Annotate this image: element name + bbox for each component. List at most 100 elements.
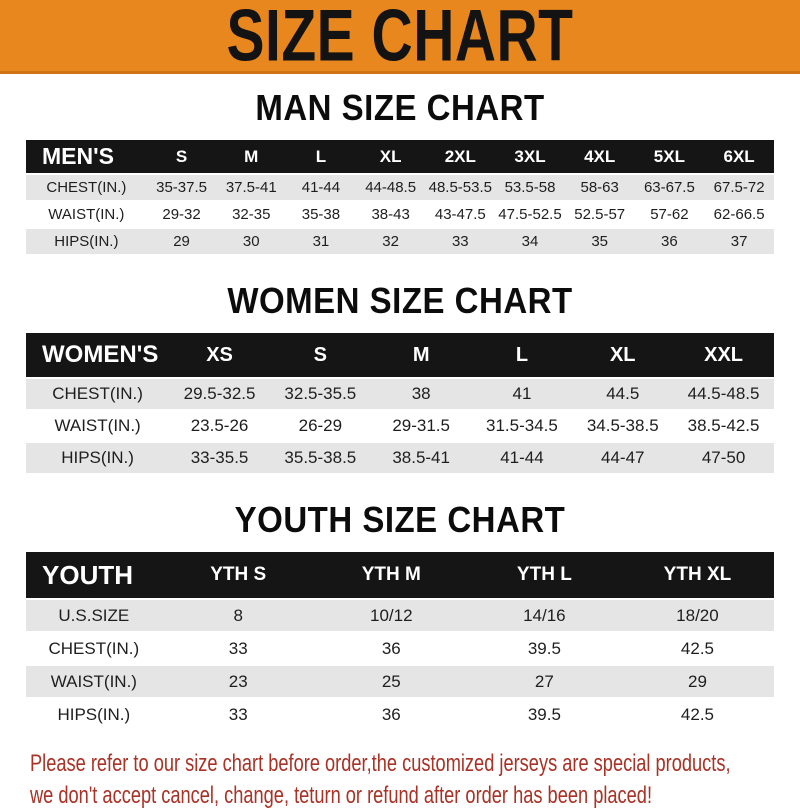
youth-value-cell: 18/20	[620, 600, 774, 631]
women-value-cell: 38	[370, 379, 472, 409]
men-value-cell: 35	[564, 229, 635, 254]
youth-header-label: YOUTH	[26, 552, 162, 598]
men-value-cell: 67.5-72	[704, 175, 774, 200]
men-value-cell: 29	[146, 229, 217, 254]
men-value-cell: 53.5-58	[495, 175, 565, 200]
youth-value-cell: 14/16	[467, 600, 621, 631]
youth-header-cell: YTH M	[314, 552, 468, 598]
youth-table-row: WAIST(IN.) 23 25 27 29	[26, 666, 774, 697]
women-header-cell: XS	[169, 333, 270, 377]
women-value-cell: 35.5-38.5	[269, 443, 371, 473]
women-value-cell: 38.5-41	[370, 443, 472, 473]
men-header-cell: M	[216, 140, 287, 173]
order-note: Please refer to our size chart before or…	[30, 748, 800, 812]
men-section-title: MAN SIZE CHART	[255, 87, 545, 128]
men-value-cell: 34	[495, 229, 565, 254]
men-table-row: WAIST(IN.) 29-32 32-35 35-38 38-43 43-47.5 47.…	[26, 202, 774, 227]
men-header-cell: 6XL	[704, 140, 774, 173]
men-value-cell: 31	[286, 229, 356, 254]
men-value-cell: 36	[634, 229, 705, 254]
men-header-cell: 2XL	[425, 140, 496, 173]
women-header-cell: XL	[572, 333, 674, 377]
youth-value-cell: 23	[161, 666, 315, 697]
size-chart-banner: SIZE CHART	[0, 0, 800, 76]
men-value-cell: 41-44	[286, 175, 356, 200]
men-header-label: MEN'S	[26, 140, 147, 173]
women-value-cell: 34.5-38.5	[572, 411, 674, 441]
women-value-cell: 23.5-26	[169, 411, 270, 441]
youth-table-row: CHEST(IN.) 33 36 39.5 42.5	[26, 633, 774, 664]
women-value-cell: 29.5-32.5	[169, 379, 270, 409]
men-value-cell: 38-43	[355, 202, 426, 227]
youth-value-cell: 10/12	[314, 600, 468, 631]
men-header-cell: S	[146, 140, 217, 173]
men-value-cell: 35-37.5	[146, 175, 217, 200]
women-value-cell: 44-47	[572, 443, 674, 473]
women-header-cell: S	[269, 333, 371, 377]
youth-header-cell: YTH L	[467, 552, 621, 598]
youth-value-cell: 42.5	[620, 633, 774, 664]
women-value-cell: 38.5-42.5	[673, 411, 774, 441]
men-value-cell: 37.5-41	[216, 175, 287, 200]
women-table-row: WAIST(IN.) 23.5-26 26-29 29-31.5 31.5-34.5 34…	[26, 411, 774, 441]
men-value-cell: 44-48.5	[355, 175, 426, 200]
women-header-cell: L	[471, 333, 573, 377]
youth-table-row: U.S.SIZE 8 10/12 14/16 18/20	[26, 600, 774, 631]
youth-value-cell: 42.5	[620, 699, 774, 730]
men-value-cell: 37	[704, 229, 774, 254]
women-section-title: WOMEN SIZE CHART	[227, 280, 573, 321]
men-header-cell: 5XL	[634, 140, 705, 173]
women-header-cell: XXL	[673, 333, 774, 377]
youth-section-title: YOUTH SIZE CHART	[234, 499, 566, 540]
men-value-cell: 48.5-53.5	[425, 175, 496, 200]
youth-row-label: U.S.SIZE	[26, 600, 162, 631]
women-value-cell: 26-29	[269, 411, 371, 441]
men-value-cell: 57-62	[634, 202, 705, 227]
men-table-row: HIPS(IN.) 29 30 31 32 33 34 35 36 37	[26, 229, 774, 254]
women-value-cell: 44.5-48.5	[673, 379, 774, 409]
men-value-cell: 62-66.5	[704, 202, 774, 227]
youth-value-cell: 25	[314, 666, 468, 697]
youth-table-row: HIPS(IN.) 33 36 39.5 42.5	[26, 699, 774, 730]
men-row-label: CHEST(IN.)	[26, 175, 147, 200]
women-value-cell: 31.5-34.5	[471, 411, 573, 441]
youth-value-cell: 36	[314, 699, 468, 730]
men-value-cell: 63-67.5	[634, 175, 705, 200]
youth-header-cell: YTH S	[161, 552, 315, 598]
men-header-cell: 4XL	[564, 140, 635, 173]
youth-size-table: YOUTH YTH S YTH M YTH L YTH XL U.S.SIZE 8 10/1…	[26, 550, 774, 732]
women-value-cell: 32.5-35.5	[269, 379, 371, 409]
women-table-row: HIPS(IN.) 33-35.5 35.5-38.5 38.5-41 41-44 44-…	[26, 443, 774, 473]
women-value-cell: 47-50	[673, 443, 774, 473]
men-row-label: HIPS(IN.)	[26, 229, 147, 254]
men-value-cell: 32	[355, 229, 426, 254]
youth-value-cell: 29	[620, 666, 774, 697]
men-value-cell: 58-63	[564, 175, 635, 200]
women-header-cell: M	[370, 333, 472, 377]
men-header-cell: XL	[355, 140, 426, 173]
women-value-cell: 41	[471, 379, 573, 409]
youth-value-cell: 36	[314, 633, 468, 664]
youth-value-cell: 27	[467, 666, 621, 697]
women-value-cell: 41-44	[471, 443, 573, 473]
women-size-table: WOMEN'S XS S M L XL XXL CHEST(IN.) 29.5-32.5 32.…	[26, 331, 774, 475]
women-header-label: WOMEN'S	[26, 333, 170, 377]
men-header-cell: L	[286, 140, 356, 173]
men-value-cell: 52.5-57	[564, 202, 635, 227]
youth-value-cell: 39.5	[467, 699, 621, 730]
youth-value-cell: 8	[161, 600, 315, 631]
women-value-cell: 44.5	[572, 379, 674, 409]
men-value-cell: 32-35	[216, 202, 287, 227]
men-header-row: MEN'S S M L XL 2XL 3XL 4XL 5XL 6XL	[26, 140, 774, 173]
women-row-label: WAIST(IN.)	[26, 411, 170, 441]
youth-header-cell: YTH XL	[620, 552, 774, 598]
women-header-row: WOMEN'S XS S M L XL XXL	[26, 333, 774, 377]
youth-row-label: WAIST(IN.)	[26, 666, 162, 697]
women-value-cell: 29-31.5	[370, 411, 472, 441]
men-value-cell: 47.5-52.5	[495, 202, 565, 227]
women-table-row: CHEST(IN.) 29.5-32.5 32.5-35.5 38 41 44.5 44.5…	[26, 379, 774, 409]
youth-row-label: HIPS(IN.)	[26, 699, 162, 730]
youth-value-cell: 33	[161, 699, 315, 730]
men-value-cell: 29-32	[146, 202, 217, 227]
men-value-cell: 35-38	[286, 202, 356, 227]
